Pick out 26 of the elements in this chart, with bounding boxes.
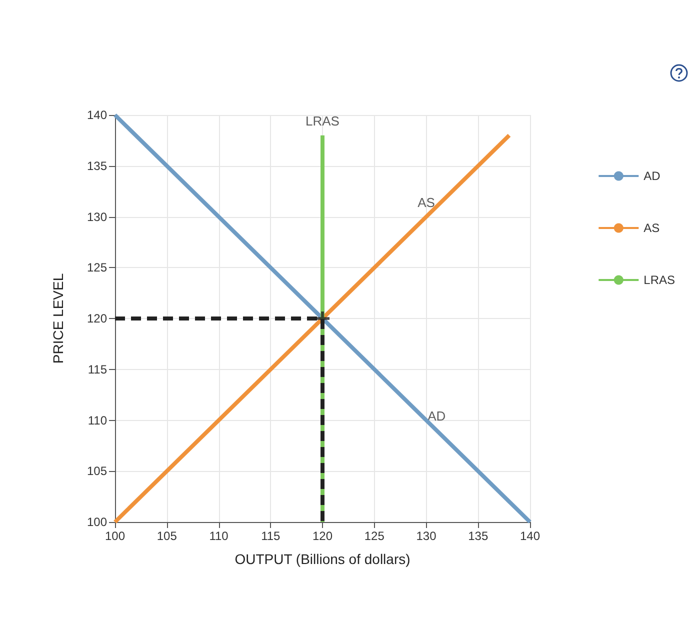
- x-tick-label: 130: [416, 529, 437, 543]
- y-tick-label: 140: [86, 108, 108, 122]
- y-tick-label: 100: [86, 515, 108, 529]
- y-tick-label: 105: [86, 464, 108, 478]
- y-tick-label: 130: [86, 210, 108, 224]
- y-tick-label: 120: [86, 312, 108, 326]
- y-tick-label: 135: [86, 158, 108, 173]
- legend-label: AD: [644, 169, 661, 183]
- x-tick-label: 110: [209, 529, 229, 543]
- x-tick-label: 125: [364, 529, 385, 543]
- x-tick-label: 140: [520, 529, 540, 543]
- x-tick-label: 105: [156, 529, 178, 543]
- annotation: AS: [418, 194, 436, 210]
- y-tick-label: 110: [88, 413, 108, 428]
- x-tick-label: 115: [261, 529, 281, 543]
- x-tick-label: 120: [312, 529, 333, 543]
- x-axis-title: OUTPUT (Billions of dollars): [234, 551, 410, 567]
- legend-label: LRAS: [644, 273, 676, 287]
- legend-label: AS: [644, 221, 660, 235]
- y-tick-label: 125: [86, 260, 108, 275]
- x-tick-label: 135: [468, 529, 488, 543]
- annotation: LRAS: [306, 113, 340, 128]
- x-tick-label: 100: [104, 529, 126, 543]
- y-tick-label: 115: [88, 362, 108, 376]
- y-axis-title: PRICE LEVEL: [50, 273, 66, 364]
- annotation: AD: [428, 408, 446, 424]
